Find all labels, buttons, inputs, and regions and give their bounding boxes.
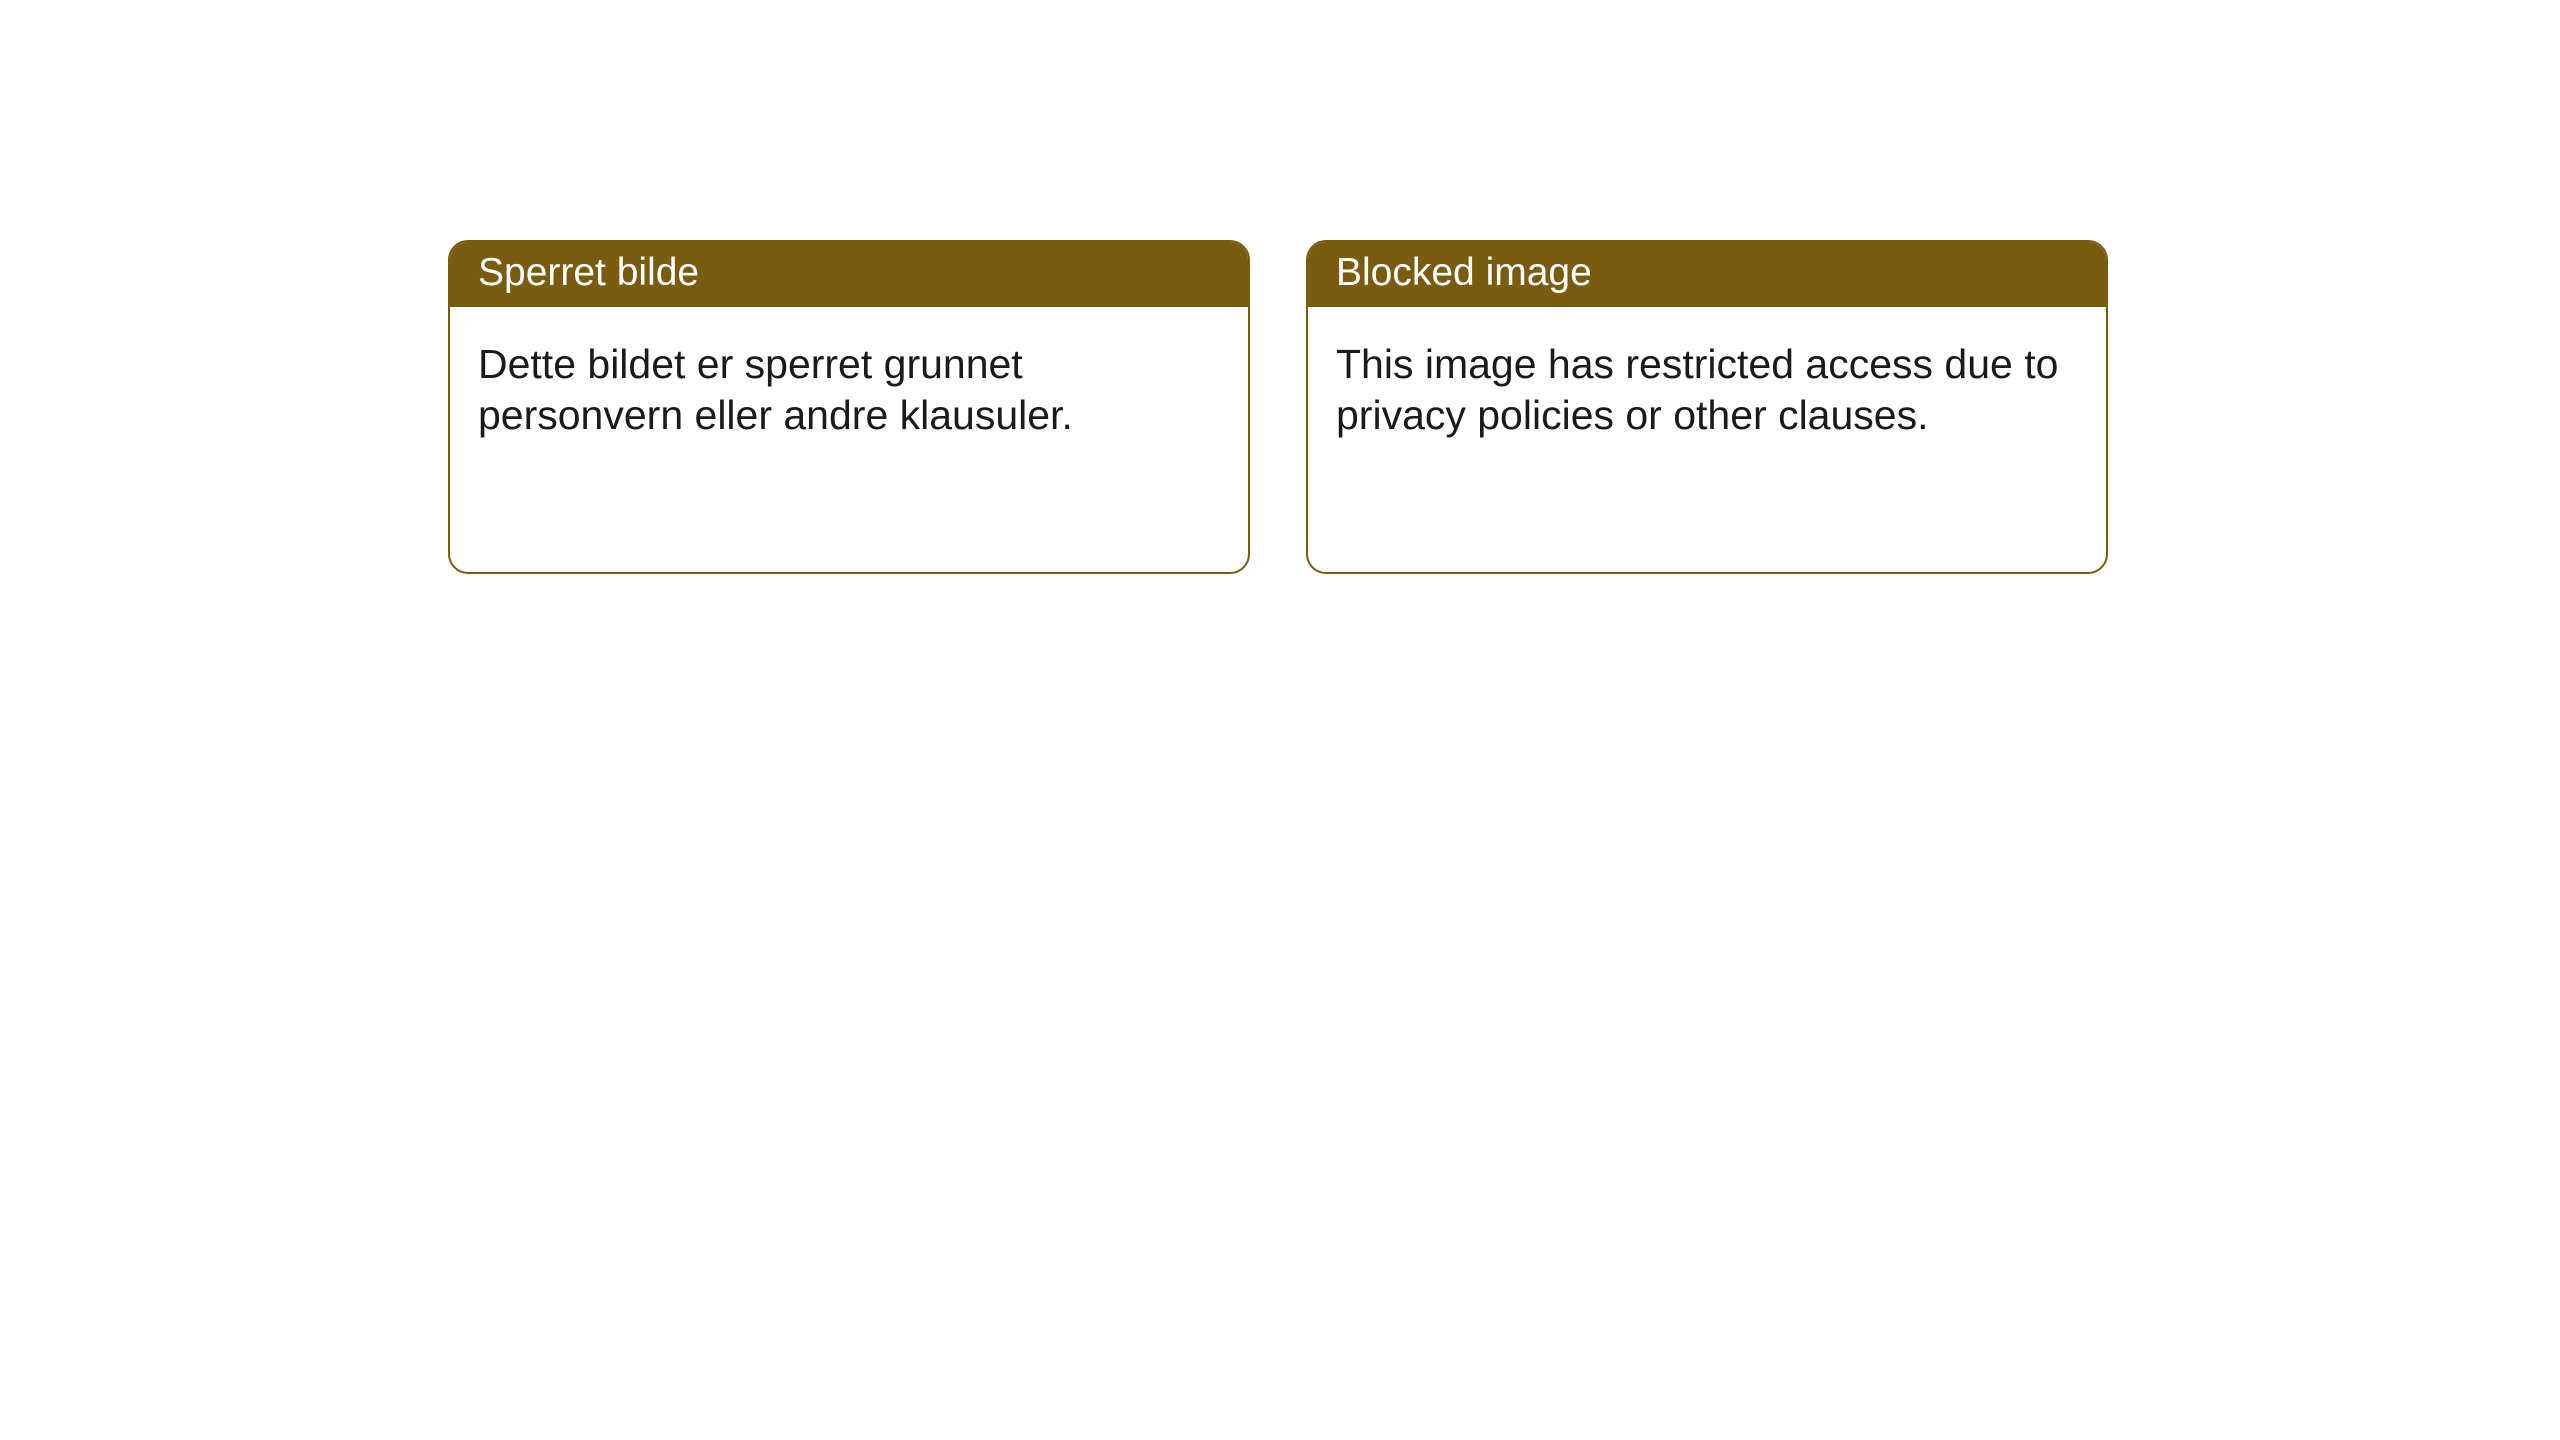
notice-body-no: Dette bildet er sperret grunnet personve…: [450, 307, 1248, 474]
notice-title-en: Blocked image: [1308, 242, 2106, 307]
notice-body-en: This image has restricted access due to …: [1308, 307, 2106, 474]
blocked-image-notice-no: Sperret bilde Dette bildet er sperret gr…: [448, 240, 1250, 574]
blocked-image-notice-en: Blocked image This image has restricted …: [1306, 240, 2108, 574]
notice-title-no: Sperret bilde: [450, 242, 1248, 307]
